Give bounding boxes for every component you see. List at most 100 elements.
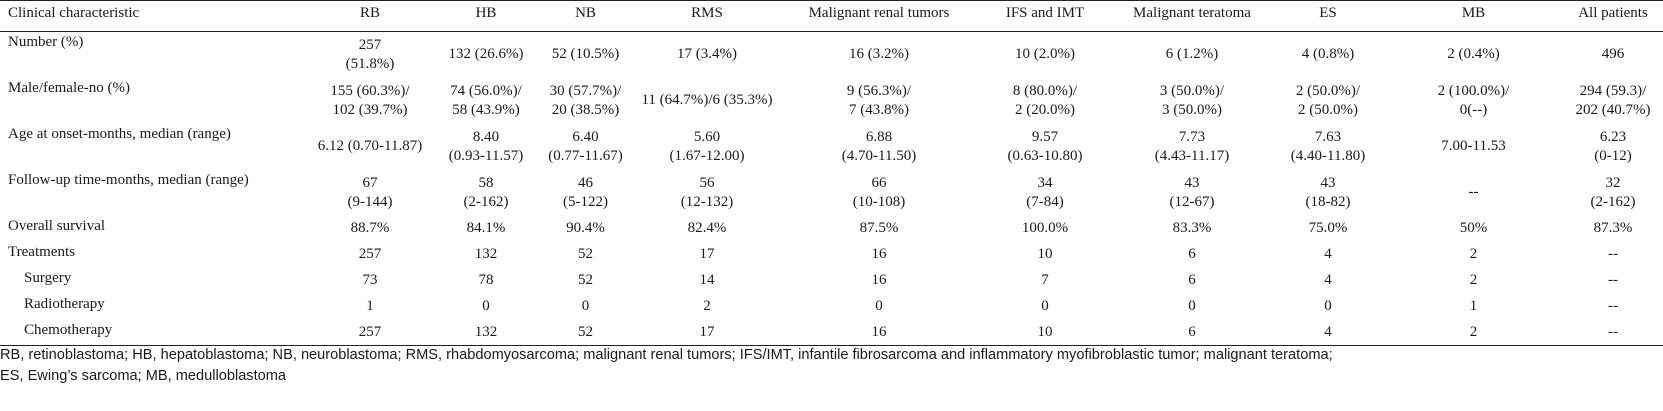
cell-line: 82.4% [687, 220, 727, 236]
cell-line: -- [1608, 298, 1618, 314]
table-cell: 58 (2-162) [435, 170, 537, 216]
table-cell: 43 (18-82) [1272, 170, 1384, 216]
cell-line: 102 (39.7%) [332, 101, 408, 118]
cell-line: 10 (2.0%) [1015, 46, 1075, 63]
cell-line: 294 (59.3)/ [1579, 82, 1647, 99]
table-cell: 9.57 (0.63-10.80) [978, 124, 1112, 170]
cell-line: (2-162) [463, 193, 509, 210]
cell-line: 9 (56.3%)/ [846, 82, 912, 99]
column-header: Malignant renal tumors [780, 0, 978, 32]
cell-line: (10-108) [852, 193, 906, 210]
cell-line: 16 [871, 246, 887, 262]
table-cell: 52 [537, 242, 634, 268]
cell-line: 2 [1469, 272, 1478, 288]
cell-line: -- [1608, 272, 1618, 288]
cell-line: 20 (38.5%) [551, 101, 620, 118]
cell-line: 32 [1605, 174, 1621, 191]
column-header: Clinical characteristic [0, 0, 305, 32]
cell-line: 2 [1469, 323, 1478, 340]
table-cell: 84.1% [435, 216, 537, 242]
cell-line: 7.00-11.53 [1441, 138, 1506, 154]
cell-line: 4 [1324, 323, 1332, 340]
cell-line: 67 [362, 174, 378, 191]
cell-line: (4.43-11.17) [1154, 147, 1230, 164]
cell-line: (2-162) [1590, 193, 1636, 210]
table-cell: -- [1563, 319, 1663, 346]
table-cell: 83.3% [1112, 216, 1272, 242]
table-cell: 87.3% [1563, 216, 1663, 242]
table-cell: 52 [537, 268, 634, 294]
table-cell: -- [1563, 294, 1663, 320]
row-label: Male/female-no (%) [8, 79, 131, 96]
cell-line: 0 [1041, 298, 1049, 314]
table-cell: 132 [435, 319, 537, 346]
table-body: Number (%) 257 (51.8%) 132 (26.6%) 52 (10.5%… [0, 32, 1663, 346]
column-header: Malignant teratoma [1112, 0, 1272, 32]
cell-line: 90.4% [566, 220, 605, 236]
cell-line: 84.1% [466, 220, 506, 236]
cell-line: 87.5% [859, 220, 899, 236]
cell-line: 0 [1324, 298, 1332, 314]
cell-line: (4.70-11.50) [841, 147, 917, 164]
cell-line: 202 (40.7%) [1575, 101, 1651, 118]
table-cell: 132 (26.6%) [435, 32, 537, 78]
cell-line: 52 [578, 272, 593, 288]
cell-line: 56 [699, 174, 715, 191]
column-header: RMS [634, 0, 780, 32]
cell-line: 16 (3.2%) [849, 46, 909, 63]
cell-line: 4 [1324, 272, 1332, 288]
table-cell: 257 [305, 319, 435, 346]
table-row: Radiotherapy 1 0 0 2 0 0 0 0 1 -- [0, 294, 1663, 320]
cell-line: (18-82) [1305, 193, 1351, 210]
cell-line: (5-122) [563, 193, 608, 210]
table-cell: -- [1563, 242, 1663, 268]
table-cell: 6.88 (4.70-11.50) [780, 124, 978, 170]
cell-line: 17 [699, 323, 715, 340]
table-cell: 7 [978, 268, 1112, 294]
cell-line: -- [1608, 246, 1618, 262]
table-cell: 294 (59.3)/ 202 (40.7%) [1563, 78, 1663, 124]
cell-line: -- [1608, 323, 1618, 340]
cell-line: 34 [1037, 174, 1053, 191]
table-cell: 6 (1.2%) [1112, 32, 1272, 78]
cell-line: (0.63-10.80) [1007, 147, 1083, 164]
table-cell: 8 (80.0%)/ 2 (20.0%) [978, 78, 1112, 124]
table-cell: 1 [1384, 294, 1563, 320]
cell-line: 2 (50.0%) [1298, 101, 1358, 118]
table-cell: 7.73 (4.43-11.17) [1112, 124, 1272, 170]
table-cell: 8.40 (0.93-11.57) [435, 124, 537, 170]
table-cell: 52 [537, 319, 634, 346]
table-row: Overall survival 88.7% 84.1% 90.4% 82.4% 87.5… [0, 216, 1663, 242]
table-cell: 82.4% [634, 216, 780, 242]
cell-line: 16 [871, 272, 887, 288]
table-row: Male/female-no (%) 155 (60.3%)/ 102 (39.7%… [0, 78, 1663, 124]
cell-line: -- [1468, 184, 1479, 200]
row-label: Treatments [8, 243, 75, 260]
cell-line: 46 [578, 174, 593, 191]
cell-line: 3 (50.0%) [1162, 101, 1222, 118]
cell-line: 6.40 [572, 128, 599, 145]
cell-line: 132 [474, 246, 498, 262]
cell-line: 87.3% [1593, 220, 1633, 236]
cell-line: 17 [699, 246, 715, 262]
table-cell: 9 (56.3%)/ 7 (43.8%) [780, 78, 978, 124]
table-cell: 257 (51.8%) [305, 32, 435, 78]
table-cell: 0 [1112, 294, 1272, 320]
table-cell: 11 (64.7%)/6 (35.3%) [634, 78, 780, 124]
cell-line: 6 [1188, 272, 1196, 288]
table-cell: 10 [978, 242, 1112, 268]
cell-line: 0 [875, 298, 883, 314]
table-cell: 1 [305, 294, 435, 320]
table-cell: 30 (57.7%)/ 20 (38.5%) [537, 78, 634, 124]
table-cell: 90.4% [537, 216, 634, 242]
table-cell: 6.40 (0.77-11.67) [537, 124, 634, 170]
cell-line: 8 (80.0%)/ [1012, 82, 1078, 99]
cell-line: 52 (10.5%) [551, 46, 620, 63]
table-cell: 14 [634, 268, 780, 294]
row-label: Overall survival [8, 217, 106, 234]
cell-line: 132 [474, 323, 498, 340]
table-cell: 6 [1112, 268, 1272, 294]
table-cell: 0 [1272, 294, 1384, 320]
cell-line: (0-12) [1594, 147, 1632, 164]
footnote-line: ES, Ewing’s sarcoma; MB, medulloblastoma [0, 368, 287, 384]
